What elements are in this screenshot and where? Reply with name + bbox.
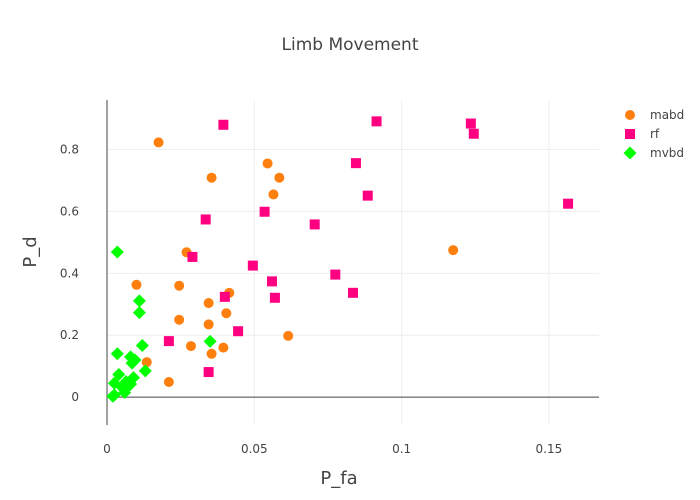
mabd-point xyxy=(218,342,229,353)
mvbd-point xyxy=(110,245,124,259)
legend: mabd rf mvbd xyxy=(623,108,685,160)
rf-point xyxy=(218,119,229,130)
chart-title: Limb Movement xyxy=(282,35,419,55)
mabd-point xyxy=(203,298,214,309)
legend-item-mvbd[interactable]: mvbd xyxy=(623,146,685,160)
mabd-point xyxy=(283,330,294,341)
rf-point xyxy=(247,260,258,271)
mabd-point xyxy=(268,189,279,200)
rf-point xyxy=(330,269,341,280)
rf-point xyxy=(163,336,174,347)
rf-point xyxy=(465,118,476,129)
rf-point xyxy=(269,292,280,303)
mabd-point xyxy=(203,319,214,330)
rf-point xyxy=(468,128,479,139)
axes: 0 0.2 0.4 0.6 0.8 0 0.05 0.1 0.15 xyxy=(60,100,599,456)
mabd-point xyxy=(163,376,174,387)
mabd-point xyxy=(185,341,196,352)
mvbd-point xyxy=(132,294,146,308)
mvbd-point xyxy=(125,356,139,370)
rf-point xyxy=(348,287,358,298)
x-tick-label: 0.1 xyxy=(392,442,411,456)
y-tick-label: 0 xyxy=(71,390,79,404)
x-axis-title: P_fa xyxy=(320,468,357,489)
mabd-point xyxy=(262,158,273,169)
mabd-point xyxy=(206,172,217,183)
mabd-point xyxy=(221,308,232,319)
mabd-point xyxy=(174,280,185,291)
legend-marker-mvbd xyxy=(623,146,637,160)
legend-label-mvbd: mvbd xyxy=(650,146,684,160)
legend-item-mabd[interactable]: mabd xyxy=(625,108,684,122)
rf-point xyxy=(200,214,211,225)
mabd-point xyxy=(174,314,185,325)
rf-point xyxy=(362,190,373,201)
mabd-point xyxy=(206,348,217,359)
mvbd-point xyxy=(112,368,126,382)
legend-item-rf[interactable]: rf xyxy=(625,127,660,141)
rf-point xyxy=(187,251,198,262)
x-tick-label: 0.05 xyxy=(241,442,268,456)
legend-label-mabd: mabd xyxy=(650,108,684,122)
mvbd-point xyxy=(118,386,132,399)
legend-marker-rf xyxy=(625,129,635,139)
mabd-point xyxy=(274,172,285,183)
y-tick-label: 0.8 xyxy=(60,143,79,157)
mvbd-point xyxy=(132,306,146,320)
y-axis-title: P_d xyxy=(20,236,41,267)
rf-point xyxy=(203,367,214,378)
rf-point xyxy=(233,326,244,337)
rf-point xyxy=(563,198,574,209)
rf-point xyxy=(350,158,361,169)
x-tick-label: 0.15 xyxy=(536,442,563,456)
mabd-point xyxy=(131,279,142,290)
rf-point xyxy=(309,219,320,230)
y-tick-label: 0.4 xyxy=(60,266,79,280)
mvbd-point xyxy=(106,389,120,403)
mabd-point xyxy=(448,245,459,256)
mvbd-point xyxy=(110,347,124,361)
rf-point xyxy=(219,291,230,302)
y-tick-label: 0.2 xyxy=(60,328,79,342)
x-tick-label: 0 xyxy=(103,442,111,456)
mabd-point xyxy=(153,137,164,148)
mvbd-point xyxy=(135,338,149,352)
y-tick-label: 0.6 xyxy=(60,204,79,218)
legend-marker-mabd xyxy=(625,110,635,120)
mvbd-point xyxy=(203,334,217,348)
data-points xyxy=(106,116,574,403)
mvbd-point xyxy=(138,364,152,378)
legend-label-rf: rf xyxy=(650,127,660,141)
mabd-point xyxy=(141,357,152,368)
rf-point xyxy=(259,206,270,217)
rf-point xyxy=(371,116,382,127)
mvbd-point xyxy=(115,380,129,394)
rf-point xyxy=(266,276,277,287)
